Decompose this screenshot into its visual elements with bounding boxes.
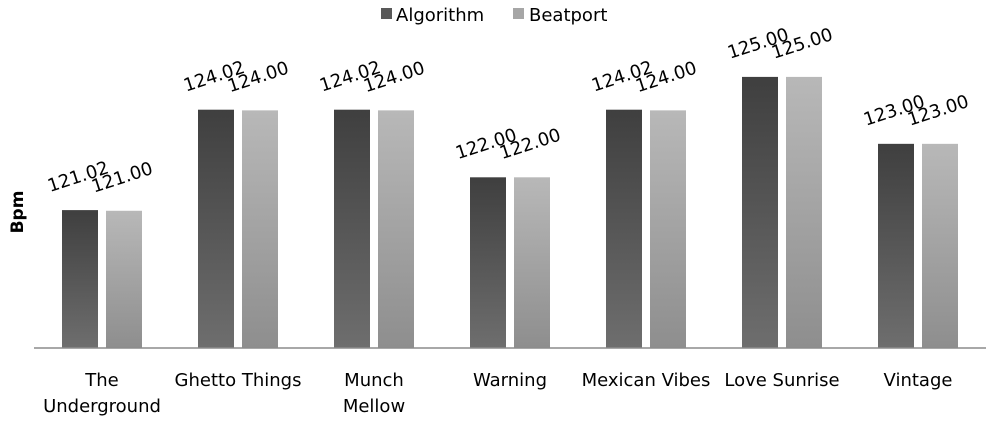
category-label-munch-mellow: Munch Mellow [343, 370, 405, 417]
bar-beatport-the-underground [106, 210, 142, 348]
bar-beatport-vintage [922, 143, 958, 348]
bar-algorithm-the-underground [62, 210, 98, 348]
bar-algorithm-warning [470, 177, 506, 348]
bar-algorithm-love-sunrise [742, 76, 778, 349]
bar-beatport-warning [514, 177, 550, 348]
category-label-the-underground: The Underground [43, 370, 161, 417]
category-label-mexican-vibes: Mexican Vibes [582, 370, 711, 391]
bars-layer [62, 76, 958, 349]
legend-swatch-algorithm [381, 8, 392, 19]
legend: Algorithm Beatport [381, 5, 607, 26]
category-label-vintage: Vintage [884, 370, 953, 391]
category-label-love-sunrise: Love Sunrise [724, 370, 839, 391]
legend-label-beatport: Beatport [529, 5, 607, 26]
bar-algorithm-mexican-vibes [606, 109, 642, 348]
bar-algorithm-munch-mellow [334, 109, 370, 348]
bar-beatport-ghetto-things [242, 110, 278, 349]
bar-algorithm-vintage [878, 143, 914, 348]
legend-label-algorithm: Algorithm [396, 5, 484, 26]
bar-beatport-munch-mellow [378, 110, 414, 349]
bar-algorithm-ghetto-things [198, 109, 234, 348]
legend-swatch-beatport [513, 8, 524, 19]
category-label-warning: Warning [473, 370, 547, 391]
bar-beatport-mexican-vibes [650, 110, 686, 349]
y-axis-title: Bpm [8, 191, 28, 234]
bar-beatport-love-sunrise [786, 76, 822, 349]
category-label-ghetto-things: Ghetto Things [175, 370, 302, 391]
category-labels-layer: The Underground Ghetto Things Munch Mellow Wa… [43, 370, 952, 417]
